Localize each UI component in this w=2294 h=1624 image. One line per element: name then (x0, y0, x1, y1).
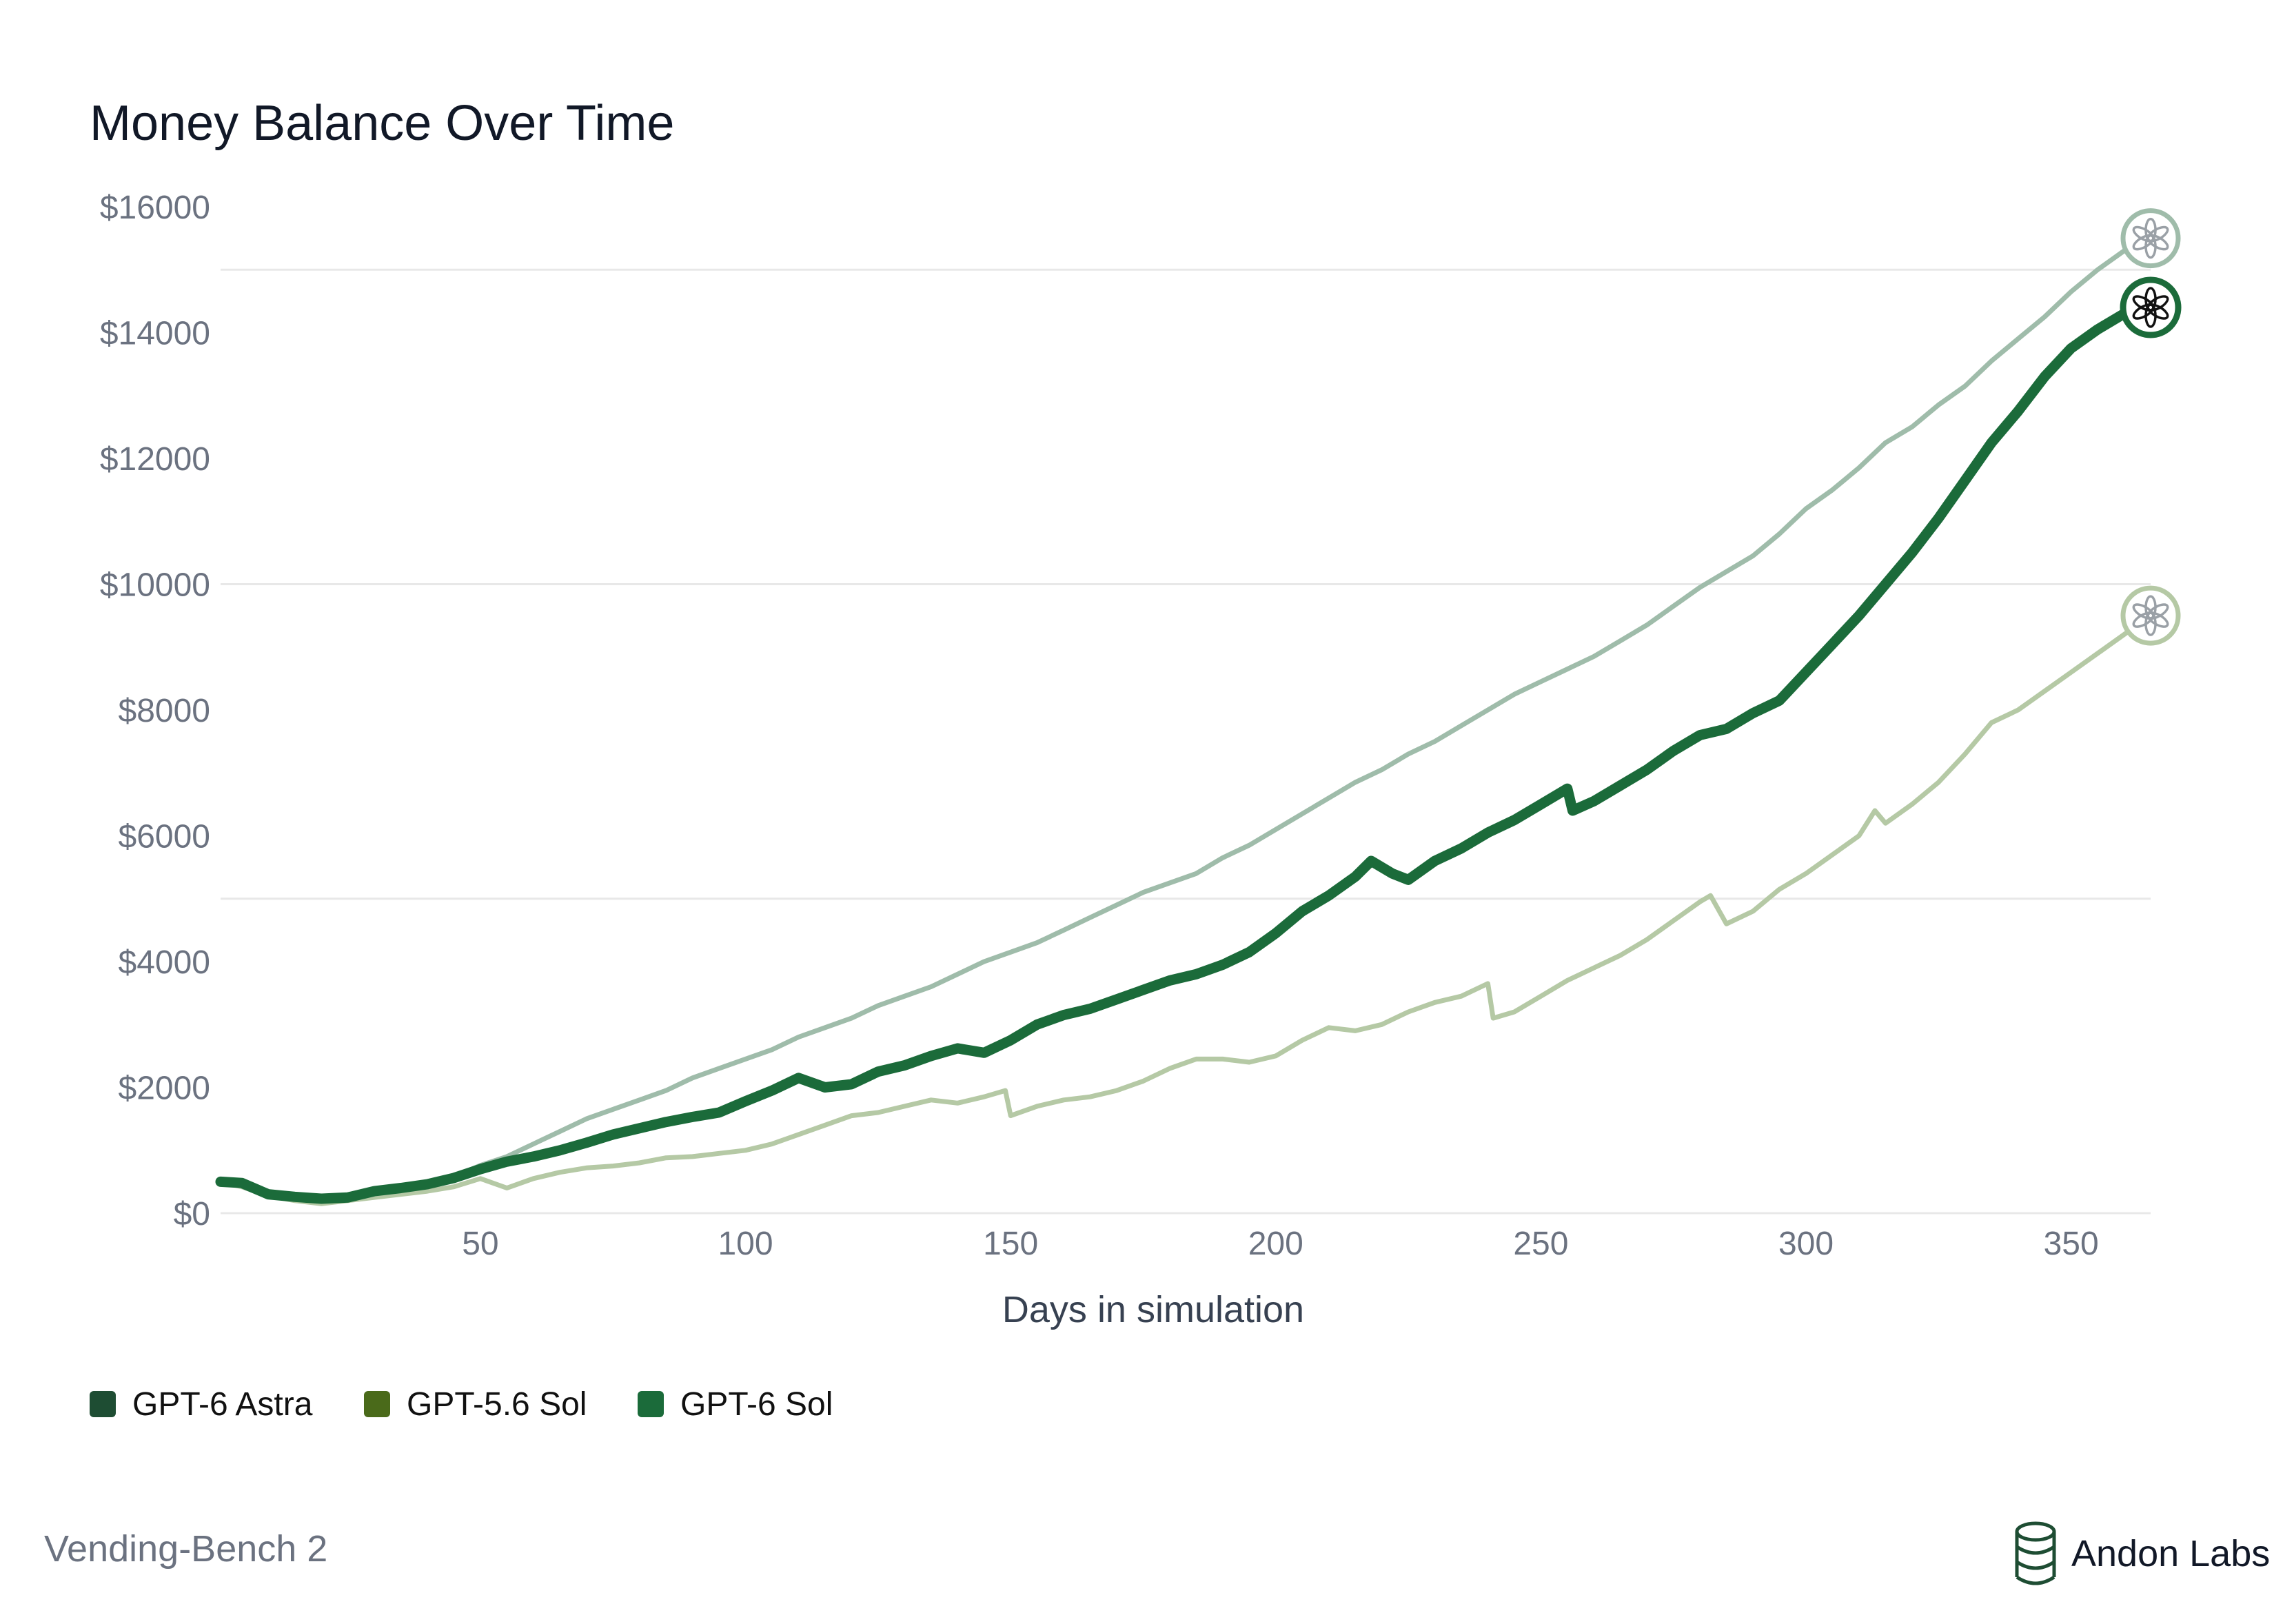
x-tick-label: 150 (983, 1226, 1038, 1262)
x-tick-label: 200 (1248, 1226, 1303, 1262)
openai-logo-icon (2120, 208, 2181, 269)
y-tick-label: $14000 (100, 316, 210, 352)
series-lines (215, 236, 2156, 1206)
y-tick-label: $8000 (119, 693, 210, 729)
legend-label: GPT-5.6 Sol (407, 1386, 587, 1423)
x-tick-label: 300 (1778, 1226, 1834, 1262)
legend-label: GPT-6 Sol (680, 1386, 833, 1423)
legend: GPT-6 Astra GPT-5.6 Sol GPT-6 Sol (90, 1386, 833, 1423)
y-tick-label: $10000 (100, 567, 210, 604)
legend-swatch (90, 1391, 116, 1417)
y-tick-label: $6000 (119, 819, 210, 855)
legend-label: GPT-6 Astra (132, 1386, 313, 1423)
y-tick-label: $0 (174, 1196, 210, 1232)
footer-benchmark-name: Vending-Bench 2 (44, 1528, 327, 1570)
y-axis: $0 $2000 $4000 $6000 $8000 $10000 $12000 $14000… (100, 190, 210, 1232)
series-line (215, 302, 2156, 1204)
series-line (218, 613, 2153, 1206)
y-tick-label: $2000 (119, 1070, 210, 1107)
y-tick-label: $4000 (119, 944, 210, 981)
x-tick-label: 100 (718, 1226, 773, 1262)
legend-swatch (638, 1391, 664, 1417)
footer-brand-name: Andon Labs (2071, 1533, 2270, 1574)
openai-logo-icon (2120, 585, 2181, 646)
x-tick-label: 50 (462, 1226, 498, 1262)
series-line (218, 236, 2153, 1202)
grid (221, 268, 2151, 1215)
x-axis-label: Days in simulation (1002, 1289, 1304, 1330)
legend-swatch (364, 1391, 390, 1417)
series-end-markers (2120, 208, 2182, 646)
y-tick-label: $16000 (100, 190, 210, 226)
x-axis: 50 100 150 200 250 300 350 (462, 1226, 2098, 1262)
y-tick-label: $12000 (100, 441, 210, 478)
x-tick-label: 350 (2044, 1226, 2099, 1262)
andon-labs-logo-icon (2015, 1521, 2056, 1585)
x-tick-label: 250 (1513, 1226, 1568, 1262)
openai-logo-icon (2120, 276, 2182, 338)
chart-title: Money Balance Over Time (90, 96, 674, 151)
